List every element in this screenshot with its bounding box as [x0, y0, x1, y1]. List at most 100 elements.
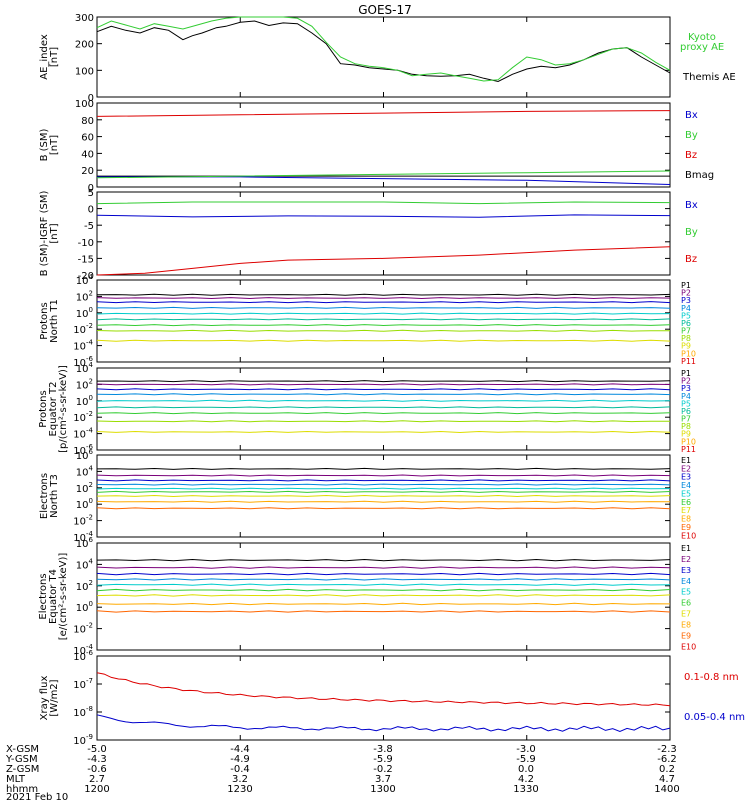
pt1-channel-label: P4 [681, 304, 691, 313]
bigrf-series-Bx [96, 214, 671, 218]
bsm-ylabel: [nT] [49, 135, 60, 155]
et3-channel-label: E3 [681, 473, 691, 482]
bigrf-ytick-label: -20 [78, 271, 94, 282]
et3-channel-line [96, 507, 671, 510]
pt2-channel-line [96, 420, 670, 423]
et3-channel-line [96, 479, 671, 482]
pt1-ytick-label: 102 [76, 289, 93, 303]
pt1-channel-line [96, 318, 671, 321]
pt1-channel-line [96, 329, 671, 332]
xaxis-value: 4.2 [518, 774, 534, 785]
pt2-channel-label: P2 [681, 377, 691, 386]
xaxis-value: 1200 [84, 784, 109, 795]
xaxis-value: -4.9 [230, 754, 250, 765]
ae-ytick-label: 200 [75, 40, 94, 51]
ae-legend-item: Themis AE [682, 72, 736, 83]
et4-frame [96, 542, 671, 651]
xray-series-long [96, 672, 671, 707]
pt1-ylabel: Protons [39, 302, 50, 339]
bigrf-ytick-label: -5 [84, 221, 94, 232]
bsm-ytick-label: 20 [81, 166, 94, 177]
et4-channel-label: E3 [681, 566, 691, 575]
et4-channel-line [96, 610, 671, 613]
et3-channel-label: E10 [681, 531, 696, 540]
pt1-channel-label: P7 [681, 327, 691, 336]
xaxis-value: 2.7 [89, 774, 105, 785]
pt1-channel-label: P3 [681, 296, 691, 305]
pt1-ytick-label: 10-2 [73, 322, 93, 336]
xaxis-value: 0.0 [518, 764, 534, 775]
et3-channel-line [96, 487, 671, 490]
pt1-ytick-label: 10-4 [73, 339, 93, 353]
et4-ytick-label: 104 [76, 557, 94, 571]
pt2-channel-line [96, 380, 671, 383]
pt2-ytick-label: 102 [76, 377, 93, 391]
bigrf-ylabel: B (SM)-IGRF (SM) [39, 191, 50, 277]
pt2-channel-line [96, 430, 671, 434]
et3-ylabel: North T3 [49, 474, 60, 518]
pt2-ytick-label: 10-6 [73, 443, 93, 457]
et4-channel-line [96, 583, 671, 586]
et4-channel-line [96, 566, 671, 569]
et3-ytick-label: 10-4 [73, 530, 93, 544]
bsm-ylabel: B (SM) [39, 128, 50, 161]
et3-channel-label: E7 [681, 506, 691, 515]
pt2-channel-line [96, 399, 671, 402]
pt1-frame [96, 279, 671, 363]
xaxis-row-label: X-GSM [6, 744, 39, 755]
pt2-channel-line [96, 406, 671, 409]
et3-channel-label: E1 [681, 456, 691, 465]
ae-ylabel: [nT] [49, 47, 60, 67]
et3-channel-label: E5 [681, 489, 691, 498]
ae-ytick-label: 0 [88, 93, 94, 104]
pt1-ytick-label: 100 [76, 306, 93, 320]
pt1-channel-line [96, 324, 671, 327]
pt2-channel-line [96, 412, 671, 415]
date-label: 2021 Feb 10 [6, 792, 68, 800]
ae-legend-item: proxy AE [680, 42, 724, 53]
xaxis-value: -0.4 [230, 764, 250, 775]
et4-ylabel: Electrons [38, 573, 49, 619]
pt1-channel-line [96, 306, 671, 309]
pt2-ylabel: Protons [38, 390, 49, 427]
et4-panel: Electrons Equator T4 [e/(cm²-s-sr-keV)] 10-… [38, 536, 696, 657]
et3-channel-line [96, 500, 671, 503]
pt1-channel-label: P2 [681, 289, 691, 298]
pt2-ylabel: [p/(cm²-s-sr-keV)] [58, 365, 69, 453]
bsm-legend-Bz: Bz [685, 150, 697, 161]
et4-ytick-label: 100 [76, 600, 93, 614]
ae-legend-item: Kyoto [688, 32, 716, 43]
pt2-channel-line [96, 383, 671, 386]
et4-channel-line [96, 602, 671, 606]
bsm-series-Bz [96, 110, 671, 117]
et4-channel-line [96, 578, 671, 581]
pt1-channel-line [96, 312, 671, 315]
pt1-channel-label: P9 [681, 342, 691, 351]
et4-ytick-label: 10-2 [73, 622, 93, 636]
xray-ylabel: [W/m2] [49, 679, 60, 716]
et3-channel-label: E6 [681, 498, 691, 507]
pt2-channel-label: P9 [681, 430, 691, 439]
bsm-legend-Bmag: Bmag [685, 170, 714, 181]
et4-channel-line [96, 594, 671, 597]
xaxis-value: -2.3 [657, 744, 677, 755]
et3-panel: Electrons North T310-410-2100102104106E1E… [39, 448, 696, 544]
pt2-channel-label: P8 [681, 422, 691, 431]
et4-channel-label: E8 [681, 620, 691, 629]
et3-channel-line [96, 474, 671, 477]
xaxis-value: 1330 [513, 784, 538, 795]
pt2-channel-label: P10 [681, 437, 696, 446]
bsm-ytick-label: 80 [81, 116, 94, 127]
xaxis-row-label: Z-GSM [6, 764, 39, 775]
et3-channel-line [96, 467, 671, 470]
pt1-channel-label: P11 [681, 357, 696, 366]
et4-channel-label: E4 [681, 577, 691, 586]
et4-channel-line [96, 558, 671, 562]
et4-ytick-label: 106 [76, 536, 94, 550]
bsm-series-By [96, 170, 671, 179]
ae-series-black [96, 20, 671, 83]
et4-ylabel: [e/(cm²-s-sr-keV)] [58, 553, 69, 641]
xaxis-value: -4.3 [87, 754, 107, 765]
et3-ytick-label: 10-2 [73, 514, 93, 528]
